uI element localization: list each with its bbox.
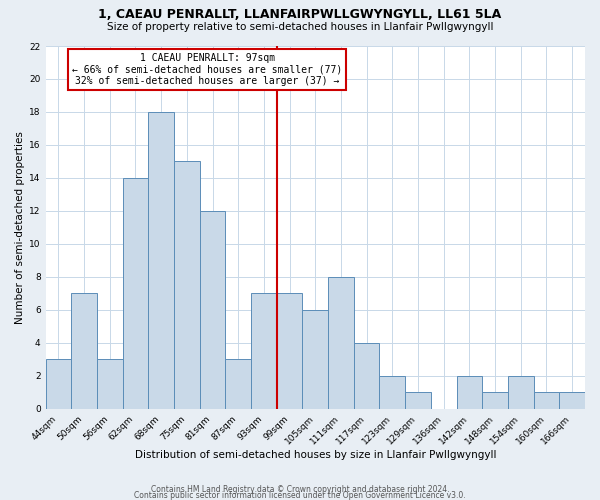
Bar <box>559 392 585 409</box>
Text: Contains HM Land Registry data © Crown copyright and database right 2024.: Contains HM Land Registry data © Crown c… <box>151 485 449 494</box>
Bar <box>508 376 533 409</box>
Bar <box>97 360 122 409</box>
Bar <box>148 112 174 409</box>
Bar <box>533 392 559 409</box>
Bar <box>174 162 200 409</box>
X-axis label: Distribution of semi-detached houses by size in Llanfair Pwllgwyngyll: Distribution of semi-detached houses by … <box>134 450 496 460</box>
Text: 1, CAEAU PENRALLT, LLANFAIRPWLLGWYNGYLL, LL61 5LA: 1, CAEAU PENRALLT, LLANFAIRPWLLGWYNGYLL,… <box>98 8 502 20</box>
Bar <box>251 294 277 409</box>
Bar <box>71 294 97 409</box>
Text: 1 CAEAU PENRALLT: 97sqm
← 66% of semi-detached houses are smaller (77)
32% of se: 1 CAEAU PENRALLT: 97sqm ← 66% of semi-de… <box>72 54 343 86</box>
Bar <box>482 392 508 409</box>
Bar <box>302 310 328 409</box>
Bar <box>122 178 148 409</box>
Bar <box>200 211 226 409</box>
Bar <box>405 392 431 409</box>
Bar <box>379 376 405 409</box>
Bar <box>457 376 482 409</box>
Bar <box>354 343 379 409</box>
Bar <box>328 277 354 409</box>
Text: Contains public sector information licensed under the Open Government Licence v3: Contains public sector information licen… <box>134 490 466 500</box>
Y-axis label: Number of semi-detached properties: Number of semi-detached properties <box>15 131 25 324</box>
Bar <box>277 294 302 409</box>
Bar <box>46 360 71 409</box>
Text: Size of property relative to semi-detached houses in Llanfair Pwllgwyngyll: Size of property relative to semi-detach… <box>107 22 493 32</box>
Bar <box>226 360 251 409</box>
